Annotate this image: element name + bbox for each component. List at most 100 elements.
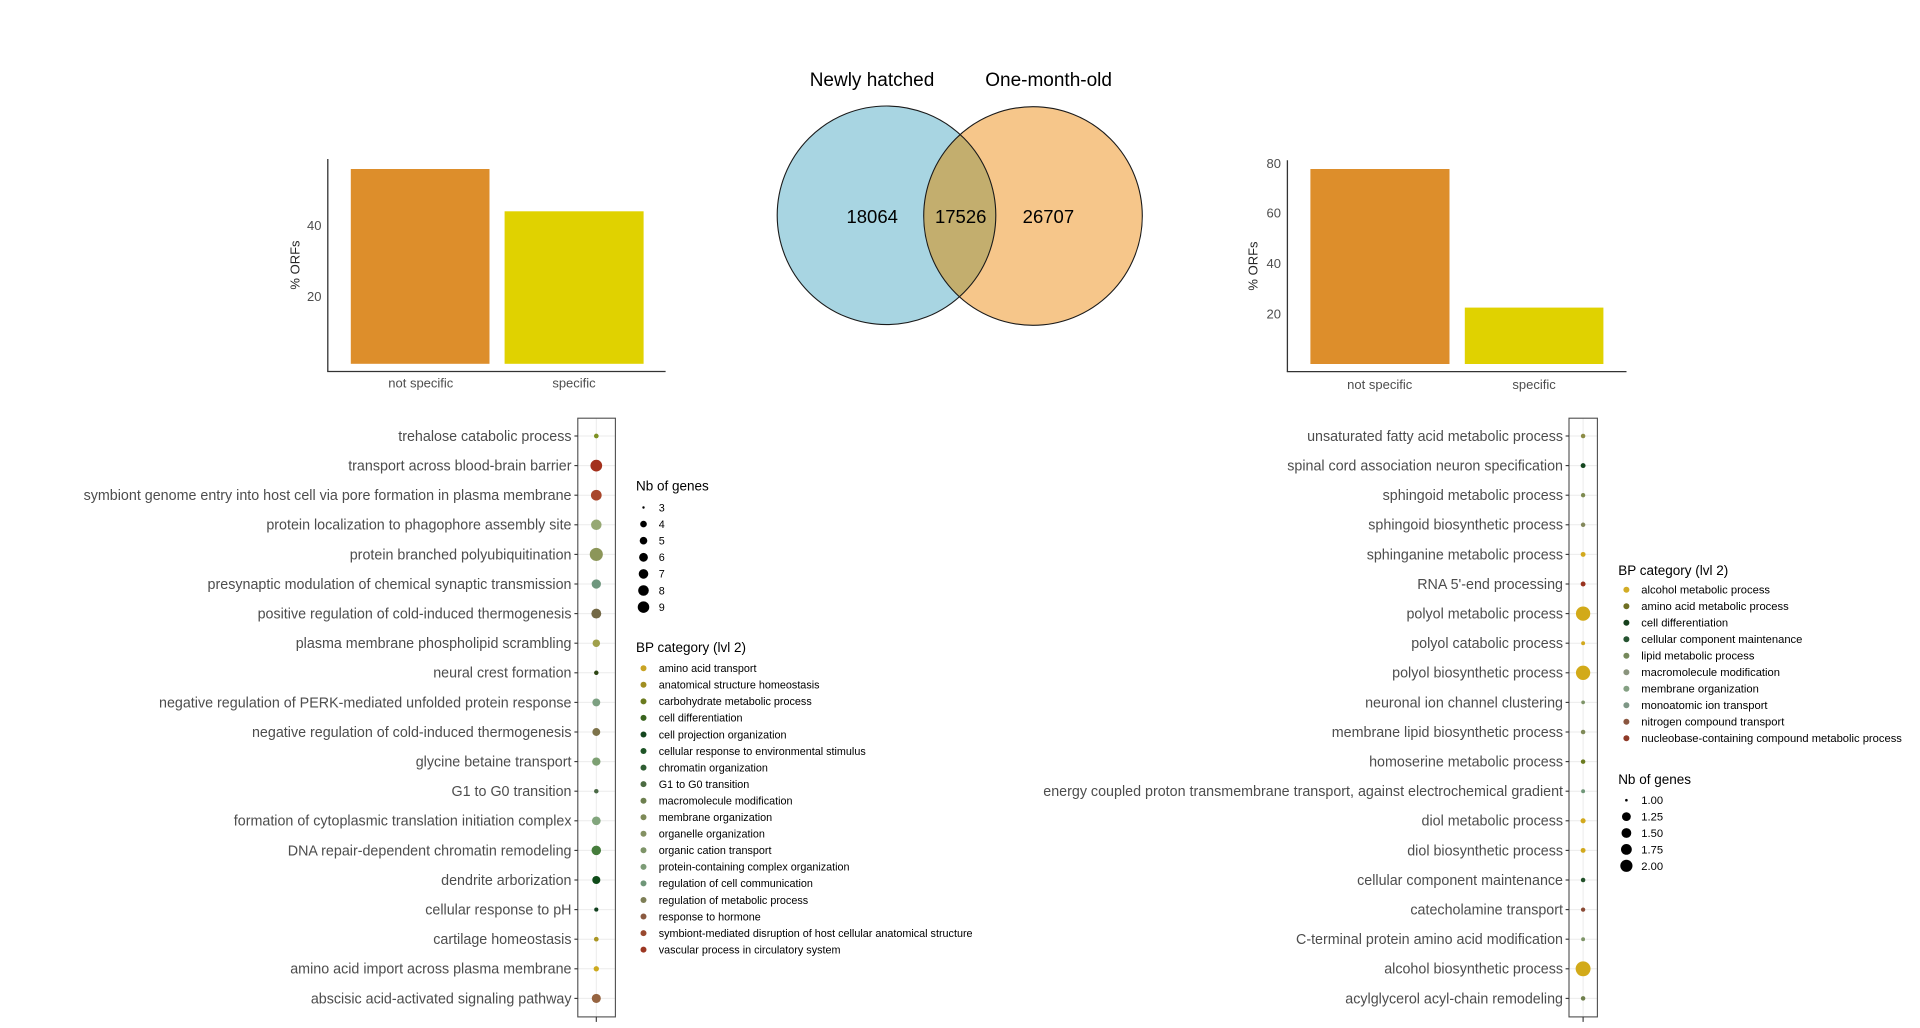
svg-text:17526: 17526: [935, 206, 986, 227]
svg-text:BP category (lvl 2): BP category (lvl 2): [636, 640, 746, 655]
svg-text:26707: 26707: [1023, 206, 1074, 227]
svg-text:G1 to G0 transition: G1 to G0 transition: [659, 779, 750, 791]
svg-text:7: 7: [659, 569, 665, 581]
svg-text:anatomical structure homeostas: anatomical structure homeostasis: [659, 680, 820, 692]
svg-text:cellular component maintenance: cellular component maintenance: [1357, 873, 1563, 889]
svg-text:20: 20: [1267, 306, 1281, 321]
svg-text:positive regulation of cold-in: positive regulation of cold-induced ther…: [258, 607, 572, 623]
svg-text:protein-containing complex org: protein-containing complex organization: [659, 862, 850, 874]
svg-text:60: 60: [1267, 206, 1281, 221]
svg-text:RNA 5'-end processing: RNA 5'-end processing: [1417, 577, 1563, 593]
svg-text:18064: 18064: [846, 206, 897, 227]
svg-text:5: 5: [659, 536, 665, 548]
svg-text:homoserine metabolic process: homoserine metabolic process: [1369, 755, 1563, 771]
svg-text:formation of cytoplasmic trans: formation of cytoplasmic translation ini…: [234, 814, 572, 830]
svg-text:unsaturated fatty acid metabol: unsaturated fatty acid metabolic process: [1307, 429, 1563, 445]
svg-text:polyol biosynthetic process: polyol biosynthetic process: [1392, 666, 1563, 682]
svg-text:cellular response to environme: cellular response to environmental stimu…: [659, 746, 867, 758]
svg-text:G1 to G0 transition: G1 to G0 transition: [452, 784, 572, 800]
svg-text:% ORFs: % ORFs: [1246, 241, 1261, 291]
svg-text:not specific: not specific: [388, 376, 454, 391]
svg-text:transport across blood-brain b: transport across blood-brain barrier: [348, 459, 572, 475]
svg-text:alcohol metabolic process: alcohol metabolic process: [1641, 585, 1770, 597]
svg-text:chromatin organization: chromatin organization: [659, 762, 768, 774]
svg-text:membrane organization: membrane organization: [659, 812, 772, 824]
svg-text:abscisic acid-activated signal: abscisic acid-activated signaling pathwa…: [311, 991, 573, 1007]
svg-text:cell projection organization: cell projection organization: [659, 729, 787, 741]
svg-text:symbiont genome entry into hos: symbiont genome entry into host cell via…: [84, 488, 572, 504]
svg-text:cell differentiation: cell differentiation: [659, 713, 743, 725]
svg-text:organic cation transport: organic cation transport: [659, 845, 772, 857]
svg-text:sphingoid biosynthetic process: sphingoid biosynthetic process: [1368, 518, 1563, 534]
svg-text:Nb of genes: Nb of genes: [636, 479, 709, 494]
svg-text:trehalose catabolic process: trehalose catabolic process: [398, 429, 571, 445]
svg-text:One-month-old: One-month-old: [985, 70, 1112, 91]
svg-text:40: 40: [1267, 256, 1281, 271]
svg-text:regulation of metabolic proces: regulation of metabolic process: [659, 895, 809, 907]
svg-text:specific: specific: [552, 376, 596, 391]
svg-text:macromolecule modification: macromolecule modification: [659, 796, 793, 808]
svg-text:1.25: 1.25: [1641, 812, 1663, 824]
svg-text:DNA repair-dependent chromatin: DNA repair-dependent chromatin remodelin…: [288, 843, 572, 859]
svg-text:1.00: 1.00: [1641, 795, 1663, 807]
svg-text:response to hormone: response to hormone: [659, 911, 761, 923]
svg-text:40: 40: [307, 218, 321, 233]
svg-text:8: 8: [659, 585, 665, 597]
svg-text:alcohol biosynthetic process: alcohol biosynthetic process: [1384, 962, 1563, 978]
svg-text:protein localization to phagop: protein localization to phagophore assem…: [266, 518, 571, 534]
svg-text:catecholamine transport: catecholamine transport: [1410, 903, 1563, 919]
svg-text:not specific: not specific: [1347, 377, 1413, 392]
svg-text:acylglycerol acyl-chain remode: acylglycerol acyl-chain remodeling: [1345, 991, 1563, 1007]
svg-text:6: 6: [659, 552, 665, 564]
svg-text:neural crest formation: neural crest formation: [433, 666, 571, 682]
svg-text:specific: specific: [1512, 377, 1556, 392]
svg-text:cell differentiation: cell differentiation: [1641, 618, 1728, 630]
svg-text:symbiont-mediated disruption o: symbiont-mediated disruption of host cel…: [659, 928, 973, 940]
svg-text:nitrogen compound transport: nitrogen compound transport: [1641, 717, 1785, 729]
svg-text:sphingoid metabolic process: sphingoid metabolic process: [1383, 488, 1563, 504]
svg-text:80: 80: [1267, 156, 1281, 171]
svg-text:lipid metabolic process: lipid metabolic process: [1641, 651, 1755, 663]
svg-text:3: 3: [659, 502, 665, 514]
svg-text:negative regulation of PERK-me: negative regulation of PERK-mediated unf…: [159, 695, 572, 711]
svg-text:organelle organization: organelle organization: [659, 829, 765, 841]
svg-text:negative regulation of cold-in: negative regulation of cold-induced ther…: [252, 725, 572, 741]
svg-text:neuronal ion channel clusterin: neuronal ion channel clustering: [1365, 695, 1563, 711]
svg-text:amino acid transport: amino acid transport: [659, 663, 757, 675]
svg-text:cellular response to pH: cellular response to pH: [425, 903, 571, 919]
svg-text:nucleobase-containing compound: nucleobase-containing compound metabolic…: [1641, 733, 1902, 745]
svg-text:sphinganine metabolic process: sphinganine metabolic process: [1367, 547, 1563, 563]
svg-text:1.75: 1.75: [1641, 844, 1663, 856]
svg-text:amino acid metabolic process: amino acid metabolic process: [1641, 601, 1789, 613]
svg-text:amino acid import across plasm: amino acid import across plasma membrane: [290, 962, 571, 978]
svg-text:Nb of genes: Nb of genes: [1618, 772, 1691, 787]
svg-text:regulation of cell communicati: regulation of cell communication: [659, 878, 813, 890]
svg-text:9: 9: [659, 602, 665, 614]
svg-text:plasma membrane phospholipid s: plasma membrane phospholipid scrambling: [296, 636, 572, 652]
svg-text:presynaptic modulation of chem: presynaptic modulation of chemical synap…: [208, 577, 572, 593]
svg-text:1.50: 1.50: [1641, 828, 1663, 840]
svg-text:macromolecule modification: macromolecule modification: [1641, 667, 1780, 679]
svg-text:2.00: 2.00: [1641, 861, 1663, 873]
svg-text:membrane organization: membrane organization: [1641, 684, 1759, 696]
svg-text:Newly hatched: Newly hatched: [810, 70, 935, 91]
svg-text:cartilage homeostasis: cartilage homeostasis: [433, 932, 571, 948]
svg-text:energy coupled proton transmem: energy coupled proton transmembrane tran…: [1043, 784, 1563, 800]
svg-text:polyol catabolic process: polyol catabolic process: [1411, 636, 1563, 652]
svg-text:cellular component maintenance: cellular component maintenance: [1641, 634, 1802, 646]
svg-text:spinal cord association neuron: spinal cord association neuron specifica…: [1287, 459, 1563, 475]
svg-text:protein branched polyubiquitin: protein branched polyubiquitination: [350, 547, 572, 563]
svg-text:diol biosynthetic process: diol biosynthetic process: [1407, 843, 1563, 859]
svg-text:dendrite arborization: dendrite arborization: [441, 873, 571, 889]
svg-text:carbohydrate metabolic process: carbohydrate metabolic process: [659, 696, 813, 708]
svg-text:BP category (lvl 2): BP category (lvl 2): [1618, 563, 1728, 578]
svg-text:glycine betaine transport: glycine betaine transport: [416, 755, 572, 771]
svg-text:% ORFs: % ORFs: [288, 240, 303, 290]
svg-text:C-terminal protein amino acid: C-terminal protein amino acid modificati…: [1296, 932, 1563, 948]
svg-text:20: 20: [307, 289, 321, 304]
svg-text:diol metabolic process: diol metabolic process: [1422, 814, 1563, 830]
svg-text:vascular process in circulator: vascular process in circulatory system: [659, 944, 841, 956]
svg-text:monoatomic ion transport: monoatomic ion transport: [1641, 700, 1768, 712]
svg-text:4: 4: [659, 519, 665, 531]
svg-text:polyol metabolic process: polyol metabolic process: [1406, 607, 1563, 623]
